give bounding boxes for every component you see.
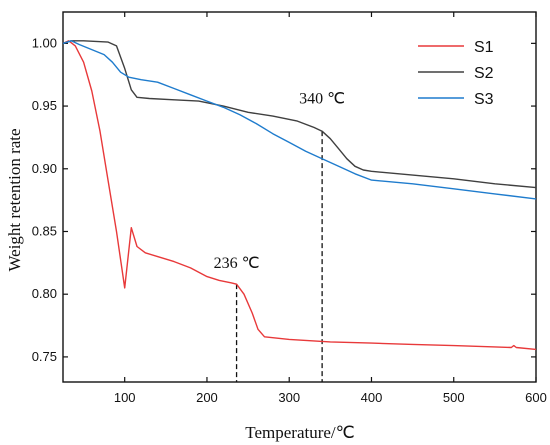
legend-label-s1: S1 <box>474 39 494 56</box>
y-tick-label: 0.75 <box>32 349 57 364</box>
plot-frame <box>62 11 537 383</box>
y-tick-label: 0.90 <box>32 161 57 176</box>
series-lines <box>62 40 537 351</box>
y-tick-label: 0.80 <box>32 286 57 301</box>
annotation-lines <box>235 131 323 382</box>
y-tick-label: 0.85 <box>32 223 57 238</box>
y-tick-label: 1.00 <box>32 35 57 50</box>
x-axis-label: Temperature/℃ <box>245 423 354 442</box>
x-tick-label: 300 <box>278 390 300 405</box>
legend-label-s2: S2 <box>474 65 494 82</box>
x-tick-label: 200 <box>196 390 218 405</box>
x-tick-label: 400 <box>361 390 383 405</box>
x-tick-label: 500 <box>443 390 465 405</box>
series-line-s2 <box>62 40 537 189</box>
x-tick-label: 100 <box>114 390 136 405</box>
y-axis-label: Weight retention rate <box>5 128 24 271</box>
legend-label-s3: S3 <box>474 91 494 108</box>
annotation-label: 236 ℃ <box>214 255 260 272</box>
annotation-label: 340 ℃ <box>299 91 345 108</box>
series-line-s1 <box>62 40 537 351</box>
y-tick-label: 0.95 <box>32 98 57 113</box>
annotations: 340 ℃ 236 ℃ <box>214 91 346 272</box>
axes: 100 200 300 400 500 600 0.75 0.80 0.85 0.90 0.95 1.… <box>32 11 547 405</box>
x-tick-label: 600 <box>525 390 547 405</box>
series-line-s3 <box>62 40 537 200</box>
legend: S1 S2 S3 <box>418 39 494 108</box>
